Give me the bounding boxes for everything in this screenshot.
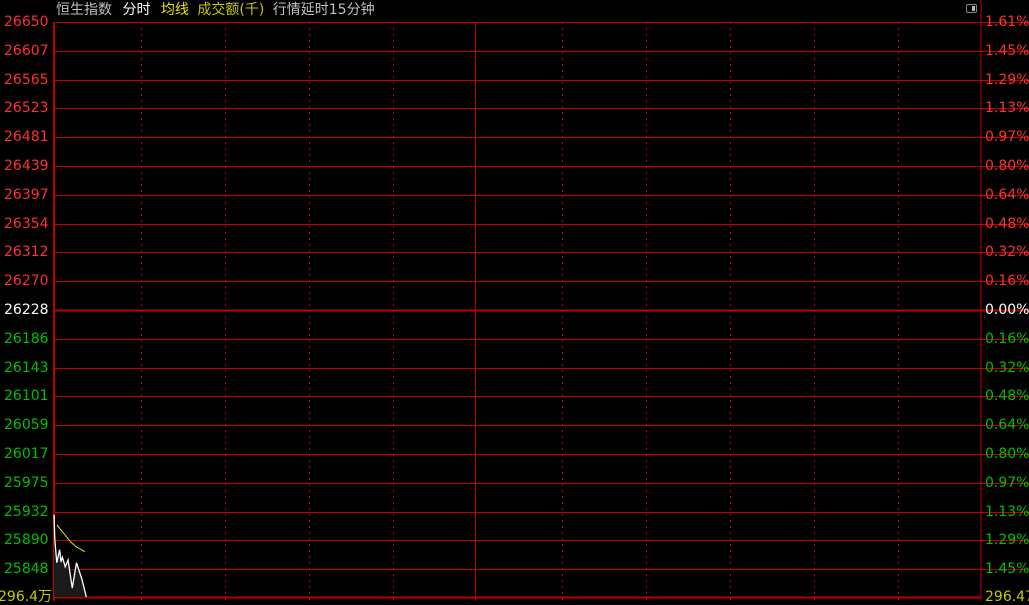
pct-tick: 1.29% bbox=[985, 71, 1029, 88]
price-tick: 26565 bbox=[4, 71, 49, 88]
pct-tick: 1.13% bbox=[985, 503, 1029, 520]
price-tick: 26607 bbox=[4, 42, 49, 59]
pct-tick: 0.97% bbox=[985, 474, 1029, 491]
delay-note: 行情延时15分钟 bbox=[272, 2, 375, 18]
price-tick: 26312 bbox=[4, 244, 49, 261]
avg-line-label: 均线 bbox=[160, 2, 189, 18]
index-name: 恒生指数 bbox=[56, 2, 112, 18]
price-tick: 26650 bbox=[4, 14, 49, 30]
price-tick: 26186 bbox=[4, 330, 49, 347]
pct-tick: 0.64% bbox=[985, 417, 1029, 434]
volume-left-label: 296.4万 bbox=[0, 589, 53, 605]
price-tick: 26397 bbox=[4, 186, 49, 203]
price-tick: 26017 bbox=[4, 446, 49, 462]
price-tick: 26481 bbox=[4, 129, 49, 146]
pct-tick: 0.16% bbox=[985, 330, 1029, 347]
pct-tick: 1.29% bbox=[985, 532, 1029, 549]
volume-label: 成交额(千) bbox=[197, 2, 265, 18]
pct-tick: 1.61% bbox=[985, 14, 1029, 30]
price-tick: 26270 bbox=[4, 273, 49, 290]
pct-tick: 1.45% bbox=[985, 42, 1029, 59]
volume-right-label: 296.47 bbox=[985, 589, 1029, 605]
price-area bbox=[54, 514, 87, 597]
price-line bbox=[53, 514, 87, 598]
pct-tick: 1.45% bbox=[985, 561, 1029, 578]
pct-tick: 0.32% bbox=[985, 244, 1029, 261]
pct-tick: 0.64% bbox=[985, 186, 1029, 203]
pct-tick: 0.97% bbox=[985, 129, 1029, 146]
pct-tick: 0.32% bbox=[985, 359, 1029, 376]
mode-label[interactable]: 分时 bbox=[122, 2, 151, 18]
price-tick: 26143 bbox=[4, 359, 49, 376]
pct-tick: 0.00% bbox=[985, 302, 1029, 318]
pct-tick: 0.48% bbox=[985, 388, 1029, 405]
price-tick: 25932 bbox=[4, 503, 49, 520]
price-tick: 26523 bbox=[4, 100, 49, 117]
pct-tick: 0.80% bbox=[985, 158, 1029, 174]
pct-tick: 0.48% bbox=[985, 215, 1029, 232]
price-tick: 26101 bbox=[4, 388, 49, 405]
pct-tick: 0.80% bbox=[985, 446, 1029, 462]
pct-tick: 0.16% bbox=[985, 273, 1029, 290]
price-tick: 26059 bbox=[4, 417, 49, 434]
price-tick: 25890 bbox=[4, 532, 49, 549]
price-tick: 25975 bbox=[4, 474, 49, 491]
chart-header: 恒生指数 分时 均线 成交额(千) 行情延时15分钟 bbox=[56, 1, 381, 19]
pct-tick: 1.13% bbox=[985, 100, 1029, 117]
price-tick: 26354 bbox=[4, 215, 49, 232]
price-tick: 25848 bbox=[4, 561, 49, 578]
avg-line bbox=[56, 524, 86, 553]
panel-toggle-icon[interactable] bbox=[966, 4, 977, 13]
price-tick: 26439 bbox=[4, 158, 49, 174]
price-tick: 26228 bbox=[4, 302, 49, 318]
